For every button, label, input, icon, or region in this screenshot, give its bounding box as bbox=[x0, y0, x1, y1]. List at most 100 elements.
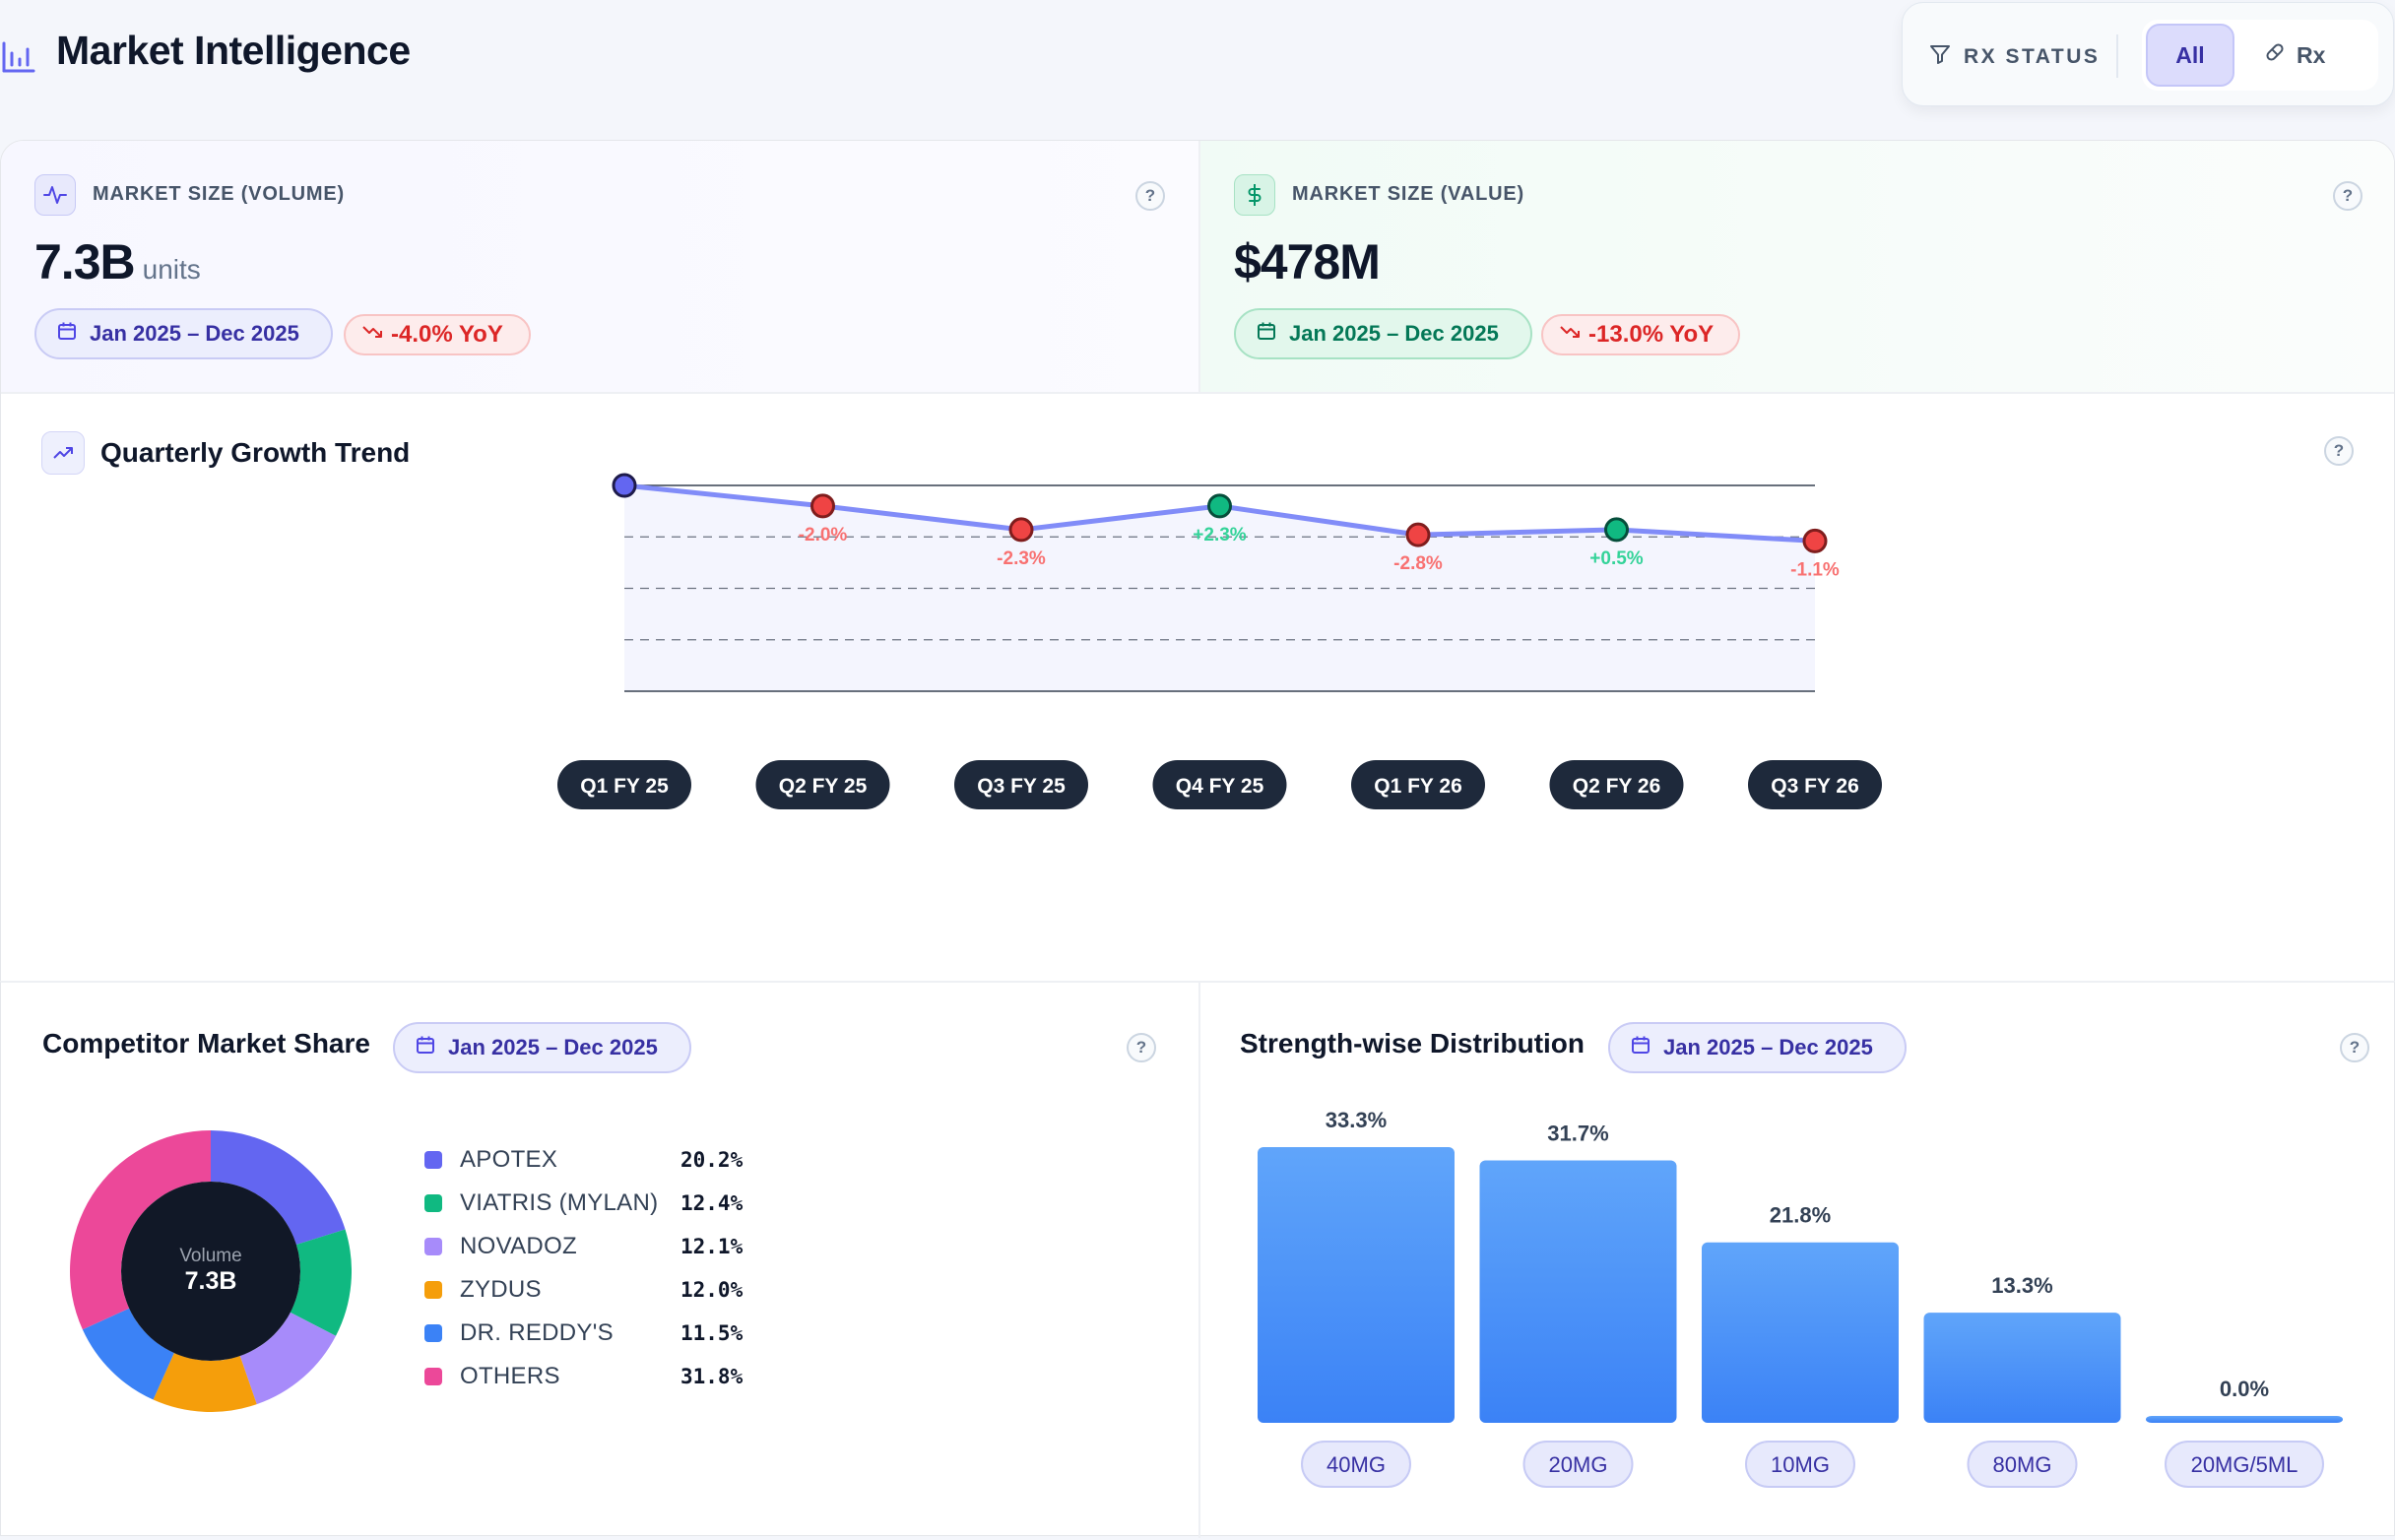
growth-label: +2.3% bbox=[1193, 525, 1247, 545]
distribution-card: Competitor Market Share Jan 2025 – Dec 2… bbox=[0, 981, 2395, 1538]
calendar-icon bbox=[415, 1034, 436, 1061]
section-title: Quarterly Growth Trend bbox=[100, 437, 411, 468]
data-point bbox=[1405, 522, 1431, 547]
date-range-badge[interactable]: Jan 2025 – Dec 2025 bbox=[1608, 1022, 1907, 1073]
bar-value-label: 31.7% bbox=[1547, 1121, 1608, 1145]
legend-value: 20.2% bbox=[680, 1148, 744, 1172]
activity-icon bbox=[34, 174, 76, 216]
legend-label: NOVADOZ bbox=[460, 1233, 577, 1259]
filter-divider bbox=[2116, 34, 2118, 78]
growth-label: -2.8% bbox=[1393, 553, 1443, 574]
data-point bbox=[810, 493, 835, 519]
kpi-value: $478M bbox=[1234, 234, 1381, 289]
donut-center bbox=[121, 1182, 300, 1361]
data-point bbox=[1008, 517, 1034, 543]
legend-swatch bbox=[424, 1151, 442, 1169]
growth-label: -2.0% bbox=[799, 525, 848, 545]
legend-label: ZYDUS bbox=[460, 1276, 542, 1303]
legend-label: APOTEX bbox=[460, 1146, 558, 1173]
legend-item: NOVADOZ 12.1% bbox=[424, 1232, 779, 1261]
help-icon[interactable]: ? bbox=[2333, 181, 2363, 211]
kpi-label: MARKET SIZE (VALUE) bbox=[1292, 183, 1524, 205]
date-range-badge[interactable]: Jan 2025 – Dec 2025 bbox=[393, 1022, 691, 1073]
help-icon[interactable]: ? bbox=[1135, 181, 1165, 211]
quarter-label: Q1 FY 25 bbox=[580, 775, 669, 798]
bar-category-label: 10MG bbox=[1771, 1452, 1830, 1477]
strength-bar-chart: 33.3% 40MG 31.7% 20MG 21.8% 10MG 13.3% 80MG 0.0%… bbox=[1258, 1108, 2343, 1488]
legend-value: 12.1% bbox=[680, 1235, 744, 1258]
bar-category-pill bbox=[1745, 1441, 1855, 1488]
calendar-icon bbox=[1256, 320, 1277, 348]
bar-category-pill bbox=[1967, 1441, 2078, 1488]
bar-category-label: 20MG/5ML bbox=[2191, 1452, 2298, 1477]
bar-category-label: 20MG bbox=[1549, 1452, 1608, 1477]
quarter-label: Q2 FY 25 bbox=[779, 775, 868, 798]
help-icon[interactable]: ? bbox=[2324, 436, 2354, 466]
bar-category-label: 40MG bbox=[1327, 1452, 1386, 1477]
legend-value: 12.4% bbox=[680, 1191, 744, 1215]
donut-slice bbox=[82, 1308, 174, 1400]
legend-swatch bbox=[424, 1368, 442, 1385]
quarter-label: Q2 FY 26 bbox=[1573, 775, 1661, 798]
rx-status-filter: RX STATUS All Rx bbox=[1902, 2, 2394, 106]
legend-item: APOTEX 20.2% bbox=[424, 1145, 779, 1175]
legend-value: 11.5% bbox=[680, 1321, 744, 1345]
bar bbox=[1258, 1147, 1455, 1423]
quarter-pill: Q1 FY 25 bbox=[557, 760, 691, 809]
legend-label: VIATRIS (MYLAN) bbox=[460, 1189, 659, 1216]
date-range-text: Jan 2025 – Dec 2025 bbox=[90, 321, 299, 346]
market-size-value-card: MARKET SIZE (VALUE) ? $478M Jan 2025 – D… bbox=[1198, 141, 2394, 392]
quarter-pill-bg bbox=[1351, 760, 1485, 809]
quarter-pill: Q3 FY 25 bbox=[954, 760, 1088, 809]
bar bbox=[1923, 1313, 2121, 1423]
donut-slice bbox=[153, 1353, 257, 1412]
overview-card: MARKET SIZE (VOLUME) ? 7.3B units Jan 202… bbox=[0, 140, 2395, 983]
legend-item: OTHERS 31.8% bbox=[424, 1362, 779, 1391]
trending-down-icon bbox=[1559, 321, 1581, 350]
quarter-pill-bg bbox=[755, 760, 890, 809]
bar-category-pill bbox=[1522, 1441, 1634, 1488]
growth-label: -2.3% bbox=[997, 548, 1046, 569]
quarter-pill: Q1 FY 26 bbox=[1351, 760, 1485, 809]
bar-value-label: 21.8% bbox=[1770, 1203, 1831, 1228]
yoy-badge: -4.0% YoY bbox=[344, 314, 531, 355]
rx-status-label-text: RX STATUS bbox=[1964, 45, 2101, 68]
data-point bbox=[612, 473, 637, 498]
help-icon[interactable]: ? bbox=[1127, 1033, 1156, 1062]
bar-value-label: 13.3% bbox=[1991, 1273, 2052, 1298]
bar bbox=[2146, 1416, 2343, 1423]
rx-status-option-rx[interactable]: Rx bbox=[2263, 24, 2371, 87]
quarter-pill-bg bbox=[1748, 760, 1882, 809]
date-range-badge[interactable]: Jan 2025 – Dec 2025 bbox=[1234, 308, 1532, 359]
strength-distribution-section: Strength-wise Distribution Jan 2025 – De… bbox=[1198, 983, 2395, 1538]
bar-value-label: 33.3% bbox=[1326, 1108, 1387, 1132]
calendar-icon bbox=[56, 320, 78, 348]
donut-slice bbox=[290, 1229, 352, 1336]
rx-status-option-all[interactable]: All bbox=[2146, 24, 2234, 87]
page-header: Market Intelligence RX STATUS All Rx bbox=[0, 0, 2395, 128]
help-icon[interactable]: ? bbox=[2340, 1033, 2369, 1062]
donut-slice bbox=[239, 1312, 337, 1405]
bar-category-pill bbox=[1301, 1441, 1411, 1488]
growth-label: -1.1% bbox=[1790, 559, 1840, 580]
date-range-badge[interactable]: Jan 2025 – Dec 2025 bbox=[34, 308, 333, 359]
page-title: Market Intelligence bbox=[56, 28, 411, 73]
trending-down-icon bbox=[361, 321, 383, 350]
market-size-volume-card: MARKET SIZE (VOLUME) ? 7.3B units Jan 202… bbox=[1, 141, 1198, 392]
quarter-pill: Q4 FY 25 bbox=[1152, 760, 1287, 809]
quarter-pill-bg bbox=[1152, 760, 1287, 809]
donut-slice bbox=[70, 1130, 211, 1330]
bar-category-pill bbox=[2165, 1441, 2324, 1488]
data-point bbox=[1604, 517, 1629, 543]
bar bbox=[1479, 1160, 1677, 1423]
bar-chart-icon bbox=[0, 39, 39, 75]
kpi-value: 7.3B units bbox=[34, 233, 201, 290]
bar bbox=[1702, 1242, 1899, 1423]
quarter-label: Q1 FY 26 bbox=[1374, 775, 1462, 798]
section-title: Strength-wise Distribution bbox=[1240, 1028, 1585, 1059]
kpi-value-number: 7.3B bbox=[34, 234, 136, 289]
quarter-pill-bg bbox=[954, 760, 1088, 809]
calendar-icon bbox=[1630, 1034, 1651, 1061]
competitor-share-section: Competitor Market Share Jan 2025 – Dec 2… bbox=[1, 983, 1198, 1538]
